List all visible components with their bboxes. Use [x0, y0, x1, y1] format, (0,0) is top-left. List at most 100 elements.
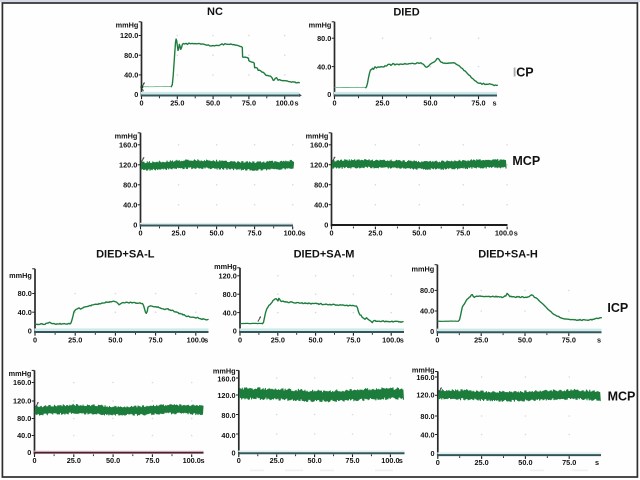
svg-text:75.0: 75.0 — [247, 229, 261, 238]
svg-text:s: s — [400, 335, 404, 344]
svg-text:s: s — [399, 456, 403, 465]
svg-text:0: 0 — [27, 448, 31, 457]
svg-text:75.0: 75.0 — [148, 335, 162, 344]
svg-text:50.0: 50.0 — [412, 229, 426, 238]
svg-text:120.0: 120.0 — [310, 160, 328, 169]
svg-text:160.0: 160.0 — [217, 375, 235, 384]
svg-text:50.0: 50.0 — [518, 335, 532, 344]
svg-text:75.0: 75.0 — [471, 99, 485, 108]
svg-text:40.0: 40.0 — [124, 71, 138, 80]
svg-text:mmHg: mmHg — [115, 132, 138, 141]
svg-text:mmHg: mmHg — [213, 366, 236, 375]
svg-text:0: 0 — [435, 335, 439, 344]
svg-text:0: 0 — [430, 327, 434, 336]
svg-text:0: 0 — [32, 456, 36, 465]
svg-text:100.0: 100.0 — [284, 229, 302, 238]
svg-text:0: 0 — [138, 229, 142, 238]
svg-text:mmHg: mmHg — [116, 21, 139, 30]
svg-text:s: s — [204, 335, 208, 344]
svg-text:mmHg: mmHg — [412, 366, 435, 375]
svg-text:75.0: 75.0 — [562, 458, 576, 467]
svg-text:0: 0 — [329, 229, 333, 238]
svg-text:25.0: 25.0 — [171, 229, 185, 238]
svg-text:80.0: 80.0 — [314, 180, 328, 189]
svg-text:ICP: ICP — [607, 301, 628, 315]
svg-text:0: 0 — [436, 458, 440, 467]
svg-text:0: 0 — [133, 220, 137, 229]
svg-text:160.0: 160.0 — [13, 378, 31, 387]
svg-text:NC: NC — [207, 6, 223, 18]
svg-text:I: I — [513, 66, 516, 80]
svg-text:mmHg: mmHg — [214, 262, 237, 271]
svg-text:25.0: 25.0 — [68, 335, 82, 344]
svg-text:80.0: 80.0 — [124, 51, 138, 60]
svg-text:100.0: 100.0 — [495, 229, 513, 238]
svg-text:100.0: 100.0 — [381, 456, 399, 465]
svg-text:s: s — [597, 335, 601, 344]
svg-text:40.0: 40.0 — [221, 431, 235, 440]
svg-text:75.0: 75.0 — [562, 335, 576, 344]
svg-text:0: 0 — [431, 449, 435, 458]
svg-text:mmHg: mmHg — [411, 264, 434, 273]
svg-text:50.0: 50.0 — [206, 99, 220, 108]
svg-text:120.0: 120.0 — [119, 161, 137, 170]
svg-text:mmHg: mmHg — [9, 369, 32, 378]
svg-text:mmHg: mmHg — [306, 132, 329, 141]
svg-text:120.0: 120.0 — [13, 397, 31, 406]
svg-text:s: s — [200, 456, 204, 465]
svg-text:160.0: 160.0 — [119, 141, 137, 150]
svg-text:MCP: MCP — [512, 154, 540, 168]
svg-text:100.0: 100.0 — [183, 456, 201, 465]
svg-text:50.0: 50.0 — [518, 458, 532, 467]
svg-text:25.0: 25.0 — [170, 99, 184, 108]
svg-text:80.0: 80.0 — [420, 412, 434, 421]
svg-text:40.0: 40.0 — [317, 62, 331, 71]
svg-text:0: 0 — [134, 90, 138, 99]
svg-text:25.0: 25.0 — [271, 335, 285, 344]
svg-text:50.0: 50.0 — [108, 335, 122, 344]
svg-text:25.0: 25.0 — [67, 456, 81, 465]
svg-text:CP: CP — [516, 66, 533, 80]
svg-text:75.0: 75.0 — [345, 456, 359, 465]
svg-text:50.0: 50.0 — [423, 99, 437, 108]
svg-text:50.0: 50.0 — [307, 456, 321, 465]
svg-text:mmHg: mmHg — [309, 21, 332, 30]
svg-text:0: 0 — [232, 449, 236, 458]
svg-text:100.0: 100.0 — [382, 335, 400, 344]
svg-text:40.0: 40.0 — [18, 308, 32, 317]
svg-text:25.0: 25.0 — [474, 335, 488, 344]
svg-text:s: s — [294, 99, 298, 108]
svg-text:0: 0 — [327, 90, 331, 99]
svg-text:25.0: 25.0 — [474, 458, 488, 467]
svg-text:40.0: 40.0 — [420, 430, 434, 439]
svg-text:DIED+SA-H: DIED+SA-H — [478, 248, 538, 260]
svg-text:0: 0 — [332, 99, 336, 108]
svg-text:120.0: 120.0 — [217, 391, 235, 400]
svg-text:120.0: 120.0 — [219, 272, 237, 281]
svg-text:DIED: DIED — [393, 6, 419, 18]
svg-text:40.0: 40.0 — [123, 201, 137, 210]
svg-text:120.0: 120.0 — [120, 31, 138, 40]
svg-text:75.0: 75.0 — [145, 456, 159, 465]
svg-text:40.0: 40.0 — [420, 307, 434, 316]
svg-text:s: s — [301, 229, 305, 238]
svg-text:160.0: 160.0 — [416, 373, 434, 382]
svg-text:25.0: 25.0 — [270, 456, 284, 465]
svg-text:40.0: 40.0 — [314, 200, 328, 209]
svg-text:50.0: 50.0 — [308, 335, 322, 344]
svg-text:DIED+SA-M: DIED+SA-M — [294, 248, 355, 260]
svg-text:25.0: 25.0 — [375, 99, 389, 108]
svg-text:0: 0 — [233, 327, 237, 336]
svg-text:80.0: 80.0 — [17, 414, 31, 423]
svg-text:80.0: 80.0 — [123, 181, 137, 190]
svg-text:100.0: 100.0 — [187, 335, 205, 344]
svg-text:80.0: 80.0 — [420, 286, 434, 295]
svg-text:mmHg: mmHg — [9, 271, 32, 280]
svg-text:80.0: 80.0 — [317, 34, 331, 43]
svg-text:40.0: 40.0 — [223, 308, 237, 317]
svg-text:0: 0 — [238, 335, 242, 344]
svg-text:25.0: 25.0 — [368, 229, 382, 238]
svg-text:50.0: 50.0 — [209, 229, 223, 238]
svg-text:80.0: 80.0 — [221, 411, 235, 420]
svg-text:0: 0 — [33, 335, 37, 344]
